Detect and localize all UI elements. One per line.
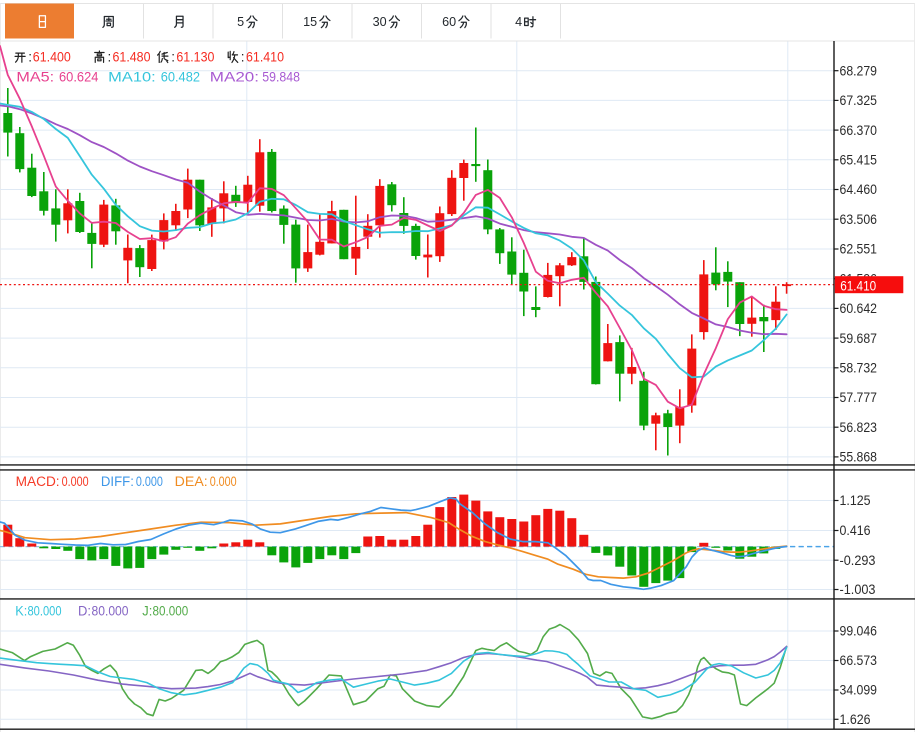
svg-text:60: 60 (442, 15, 456, 29)
svg-text:1.125: 1.125 (840, 493, 871, 508)
svg-text::: : (171, 50, 175, 65)
svg-text:0.000: 0.000 (210, 474, 237, 489)
svg-text:67.325: 67.325 (840, 93, 878, 108)
svg-text:0.416: 0.416 (840, 523, 871, 538)
svg-text:80.000: 80.000 (153, 604, 189, 619)
svg-text:55.868: 55.868 (840, 450, 878, 465)
svg-text:57.777: 57.777 (840, 390, 878, 405)
svg-text:60.642: 60.642 (840, 301, 878, 316)
svg-text::: : (241, 50, 245, 65)
svg-text:MA10:: MA10: (108, 69, 156, 84)
svg-text:J:: J: (142, 604, 152, 619)
svg-text:61.480: 61.480 (113, 50, 151, 65)
svg-text:99.046: 99.046 (840, 624, 878, 639)
svg-text:D:: D: (78, 604, 91, 619)
svg-text:30: 30 (373, 15, 387, 29)
svg-text:66.573: 66.573 (840, 653, 878, 668)
svg-text:DIFF:: DIFF: (101, 474, 134, 489)
svg-text::: : (28, 50, 32, 65)
svg-text:MA5:: MA5: (16, 69, 54, 84)
svg-text:59.687: 59.687 (840, 331, 878, 346)
svg-text:K:: K: (15, 604, 27, 619)
svg-text:60.482: 60.482 (161, 69, 200, 84)
svg-text:MACD:: MACD: (16, 474, 60, 489)
svg-text:61.400: 61.400 (33, 50, 71, 65)
svg-text:61.410: 61.410 (246, 50, 284, 65)
svg-text:MA20:: MA20: (210, 69, 259, 84)
svg-text:15: 15 (303, 15, 317, 29)
svg-text:60.624: 60.624 (59, 69, 99, 84)
svg-text:80.000: 80.000 (28, 604, 62, 619)
svg-text:34.099: 34.099 (840, 683, 878, 698)
svg-text:64.460: 64.460 (840, 182, 878, 197)
svg-text:68.279: 68.279 (840, 63, 878, 78)
svg-text:5: 5 (237, 15, 244, 29)
svg-text:80.000: 80.000 (92, 604, 129, 619)
svg-text:61.130: 61.130 (176, 50, 214, 65)
svg-text:66.370: 66.370 (840, 123, 878, 138)
svg-text::: : (108, 50, 112, 65)
svg-text:58.732: 58.732 (840, 361, 878, 376)
svg-text:-1.003: -1.003 (840, 582, 876, 597)
svg-text:0.000: 0.000 (136, 474, 163, 489)
svg-text:56.823: 56.823 (840, 420, 878, 435)
svg-text:4: 4 (515, 15, 522, 29)
svg-text:62.551: 62.551 (840, 242, 878, 257)
svg-text:61.410: 61.410 (840, 279, 876, 294)
svg-text:63.506: 63.506 (840, 212, 878, 227)
svg-text:1.626: 1.626 (840, 712, 871, 727)
svg-text:0.000: 0.000 (62, 474, 89, 489)
svg-text:59.848: 59.848 (262, 69, 300, 84)
svg-text:-0.293: -0.293 (840, 553, 876, 568)
svg-text:DEA:: DEA: (175, 474, 208, 489)
svg-text:65.415: 65.415 (840, 153, 878, 168)
